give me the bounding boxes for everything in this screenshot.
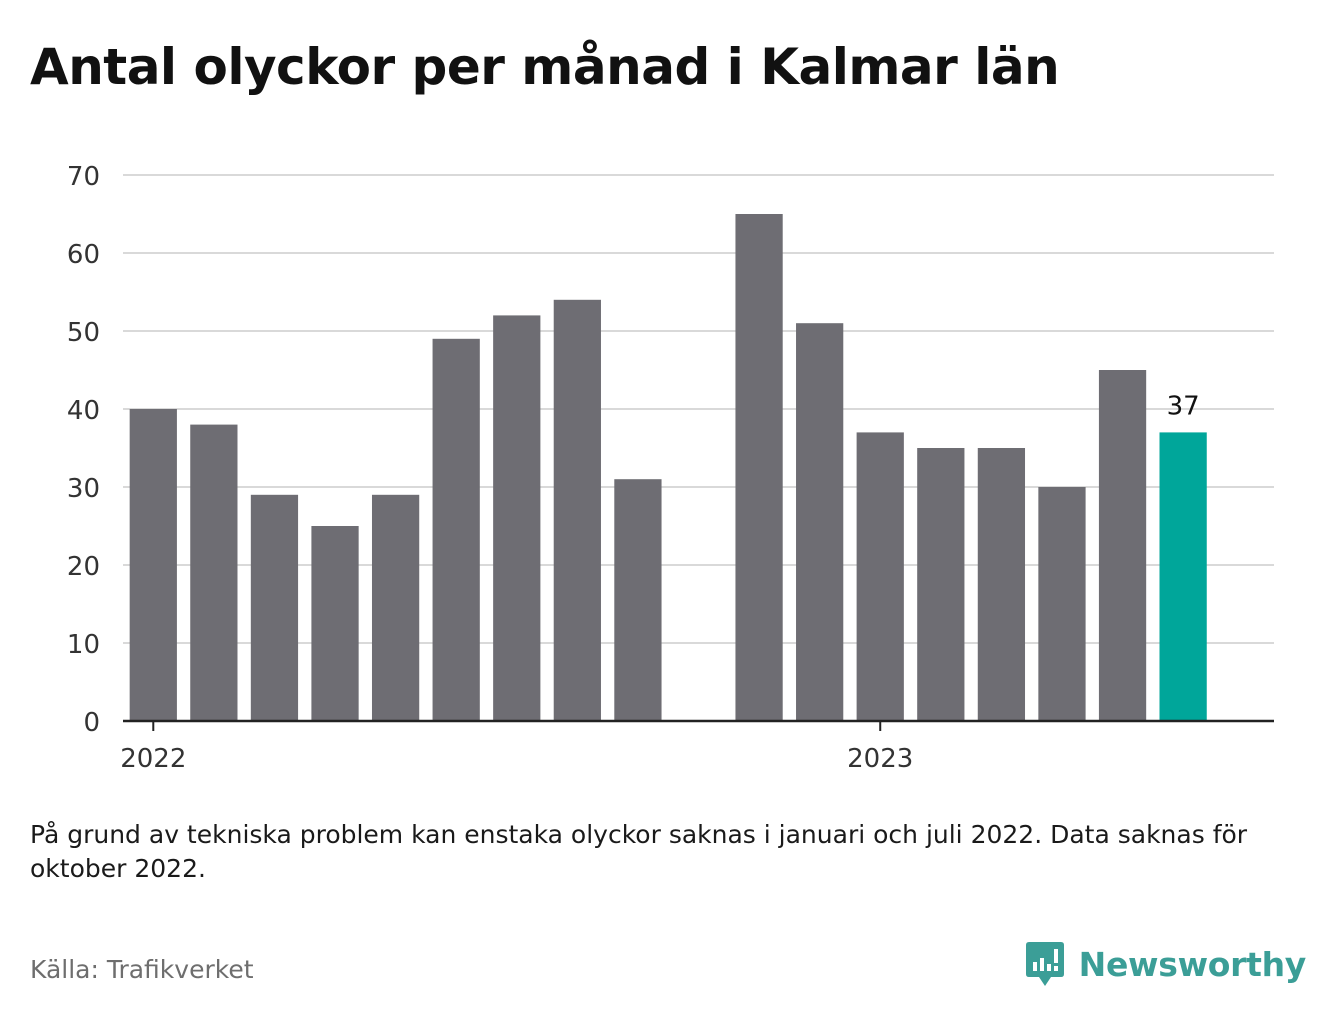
x-tick-label: 2023 xyxy=(847,744,913,774)
bar xyxy=(614,479,662,721)
y-tick-label: 20 xyxy=(67,552,100,582)
y-tick-label: 30 xyxy=(67,474,100,504)
y-tick-label: 10 xyxy=(67,630,100,660)
y-tick-label: 0 xyxy=(83,708,100,738)
brand-name: Newsworthy xyxy=(1078,944,1307,984)
bar-chart: 0 10 20 30 40 50 60 70 37 2022 2023 xyxy=(67,162,1274,774)
y-tick-label: 50 xyxy=(67,318,100,348)
bar xyxy=(250,494,299,721)
bar xyxy=(553,299,601,721)
bar xyxy=(432,338,480,721)
bar xyxy=(311,526,359,721)
bar xyxy=(129,409,177,721)
bar xyxy=(917,448,965,721)
chart-note: På grund av tekniska problem kan enstaka… xyxy=(30,820,1248,883)
y-tick-label: 60 xyxy=(67,240,100,270)
y-tick-label: 70 xyxy=(67,162,100,192)
bar xyxy=(735,214,783,721)
chart-title: Antal olyckor per månad i Kalmar län xyxy=(30,38,1060,96)
bar xyxy=(493,315,541,721)
bar xyxy=(371,494,420,721)
bar xyxy=(1098,370,1147,721)
bar xyxy=(977,448,1026,721)
x-tick-label: 2022 xyxy=(120,744,186,774)
bar xyxy=(1038,487,1086,721)
bar xyxy=(796,323,844,721)
brand: Newsworthy xyxy=(1025,940,1306,988)
bar xyxy=(190,424,238,721)
newsworthy-logo-icon xyxy=(1025,942,1064,986)
y-tick-label: 40 xyxy=(67,396,100,426)
bar xyxy=(1159,432,1207,721)
bar xyxy=(856,432,904,721)
data-label: 37 xyxy=(1167,391,1200,421)
source-label: Källa: Trafikverket xyxy=(30,955,254,984)
